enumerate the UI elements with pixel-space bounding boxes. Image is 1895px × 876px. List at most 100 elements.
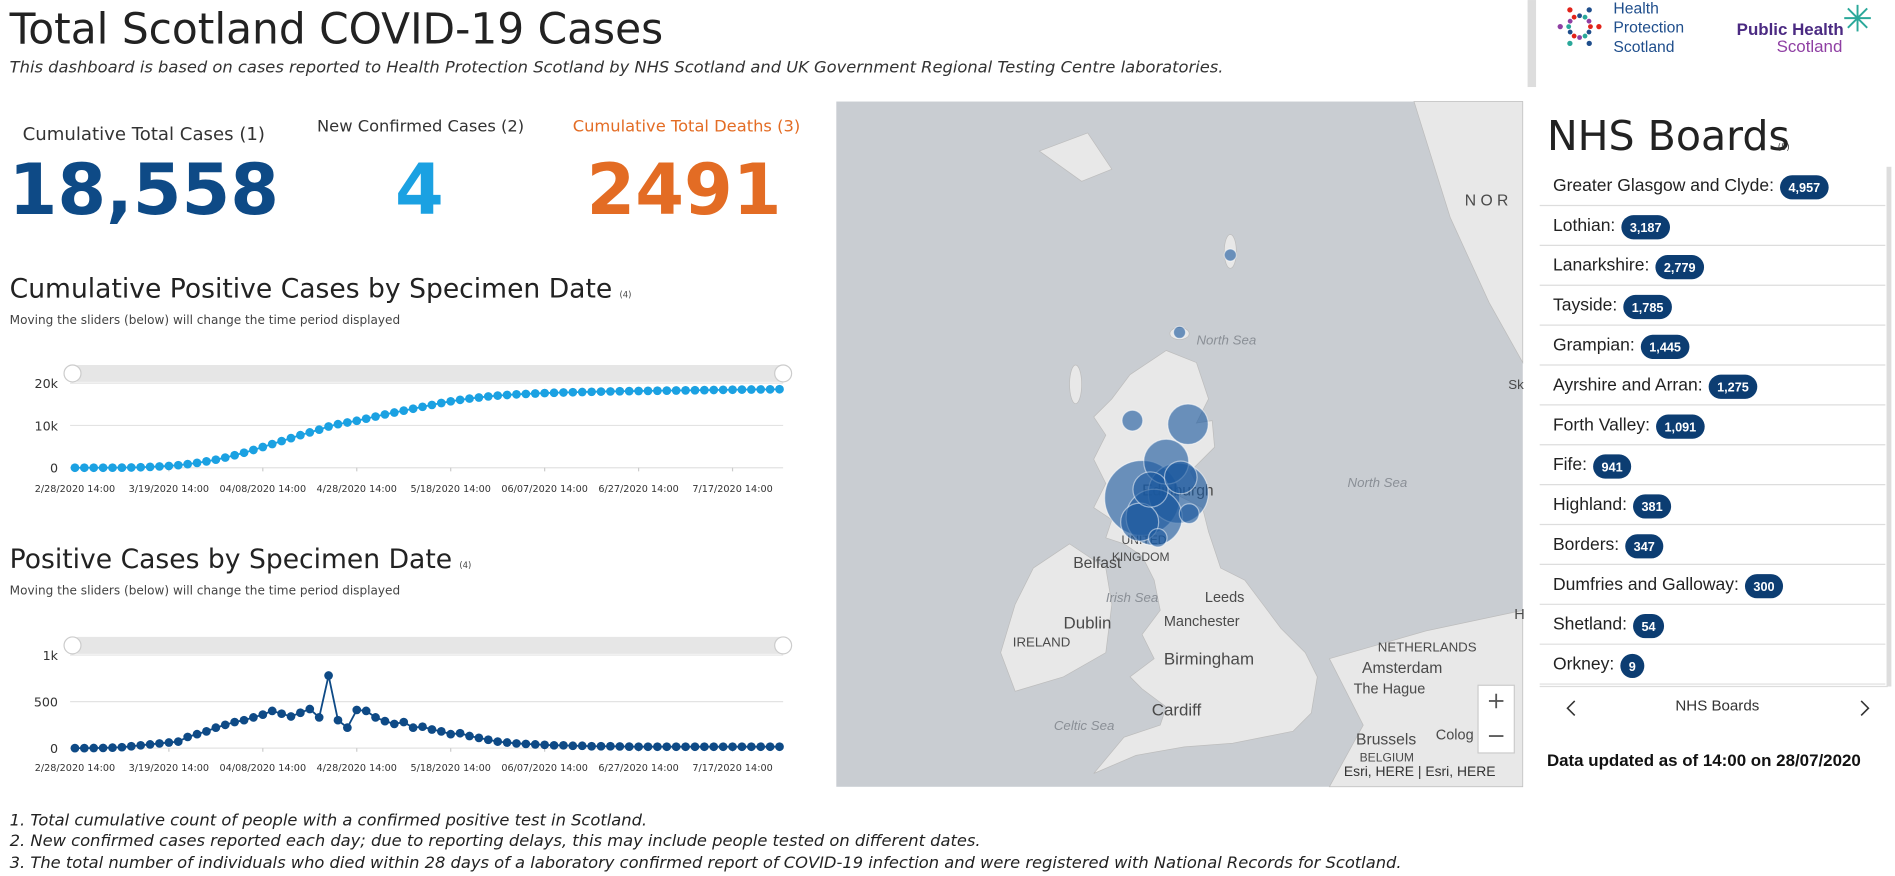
chart-note: Moving the sliders (below) will change t… <box>10 313 400 327</box>
data-point <box>192 729 202 739</box>
data-point <box>89 463 99 473</box>
logo-dot <box>1566 24 1572 30</box>
slider-handle[interactable] <box>63 364 82 383</box>
board-badge <box>1623 294 1672 320</box>
data-point <box>305 704 315 714</box>
logo-dot <box>1571 33 1577 39</box>
pager-prev[interactable] <box>1566 700 1576 717</box>
x-tick-label: 4/28/2020 14:00 <box>317 763 397 774</box>
logo-dot <box>1596 23 1602 30</box>
board-name: Grampian: <box>1553 335 1635 355</box>
series-line <box>74 675 780 750</box>
slider-handle[interactable] <box>774 636 793 655</box>
board-badge-text: 4,957 <box>1788 181 1820 195</box>
data-point <box>361 414 371 424</box>
slider-track[interactable] <box>70 636 788 654</box>
data-point <box>89 743 99 753</box>
map-label: North Sea <box>1348 475 1408 490</box>
data-point <box>728 742 737 752</box>
data-point <box>483 735 493 745</box>
logo-dot <box>1577 35 1582 40</box>
data-point <box>737 742 747 752</box>
data-point <box>230 717 239 727</box>
data-point <box>775 742 784 752</box>
board-badge-text: 54 <box>1641 620 1655 634</box>
y-tick-label: 1k <box>43 648 59 663</box>
data-point <box>427 400 437 410</box>
board-badge <box>1633 494 1672 519</box>
map-bubble <box>1163 460 1198 495</box>
data-point <box>530 740 540 749</box>
board-name: Lanarkshire: <box>1553 255 1649 275</box>
board-name: Shetland: <box>1553 614 1627 634</box>
data-point <box>286 433 296 443</box>
data-point <box>296 430 305 440</box>
board-name: Dumfries and Galloway: <box>1553 574 1739 594</box>
data-point <box>643 742 653 752</box>
data-point <box>126 463 136 472</box>
map-label: Brussels <box>1356 731 1416 748</box>
data-point <box>155 462 164 471</box>
chart-title: Cumulative Positive Cases by Specimen Da… <box>10 273 613 304</box>
map-label: The Hague <box>1354 682 1426 698</box>
data-point <box>239 715 249 725</box>
kpi-value: 18,558 <box>9 149 279 231</box>
data-point <box>98 743 108 753</box>
x-tick-label: 5/18/2020 14:00 <box>410 484 490 495</box>
data-point <box>690 742 700 752</box>
logo-dot <box>1586 7 1592 13</box>
x-tick-label: 04/08/2020 14:00 <box>220 763 307 774</box>
data-point <box>709 742 719 752</box>
data-point <box>521 739 531 749</box>
board-badge-text: 9 <box>1629 660 1636 674</box>
data-point <box>173 460 183 470</box>
data-point <box>577 387 587 397</box>
data-point <box>624 386 634 396</box>
data-point <box>389 719 399 729</box>
board-badge-text: 1,785 <box>1632 301 1664 315</box>
kpi-value: 2491 <box>587 149 782 231</box>
data-point <box>98 463 108 473</box>
kpi-label: Cumulative Total Cases (1) <box>23 124 265 145</box>
logo-dot <box>1577 13 1582 19</box>
board-badge <box>1780 175 1829 200</box>
data-point <box>446 729 456 739</box>
data-point <box>746 385 756 394</box>
slider-handle[interactable] <box>63 636 82 655</box>
logo-dot <box>1586 29 1592 35</box>
data-point <box>136 740 146 750</box>
board-row[interactable] <box>1540 446 1887 486</box>
kpi-label: New Confirmed Cases (2) <box>317 117 524 136</box>
data-point <box>183 732 193 742</box>
logo-dot <box>1582 14 1588 20</box>
data-point <box>145 740 155 749</box>
logo-dot <box>1582 33 1588 39</box>
data-point <box>380 716 390 726</box>
pager-next[interactable] <box>1860 700 1870 717</box>
board-name: Ayrshire and Arran: <box>1553 374 1703 394</box>
zoom-in[interactable] <box>1488 693 1504 709</box>
board-badge <box>1593 454 1632 479</box>
scrollbar[interactable] <box>1886 166 1892 687</box>
data-point <box>427 725 437 734</box>
phs-star <box>1844 4 1871 32</box>
x-tick-label: 6/27/2020 14:00 <box>598 484 678 495</box>
data-point <box>568 387 578 397</box>
series-line <box>74 388 780 469</box>
map-label: Colog <box>1436 728 1474 744</box>
data-point <box>700 385 709 395</box>
data-point <box>155 739 164 748</box>
chart-ref: (4) <box>620 289 632 299</box>
slider-track[interactable] <box>70 365 788 382</box>
logo-text: Public Health <box>1737 20 1844 39</box>
data-point <box>108 743 117 752</box>
data-point <box>418 402 427 412</box>
map-label: Leeds <box>1205 590 1245 606</box>
board-name: Greater Glasgow and Clyde: <box>1553 175 1774 195</box>
x-tick-label: 6/27/2020 14:00 <box>598 763 678 774</box>
data-point <box>314 713 324 722</box>
board-name: Highland: <box>1553 494 1627 514</box>
x-tick-label: 2/28/2020 14:00 <box>35 484 115 495</box>
slider-handle[interactable] <box>774 364 793 383</box>
map-label: H <box>1514 607 1524 623</box>
